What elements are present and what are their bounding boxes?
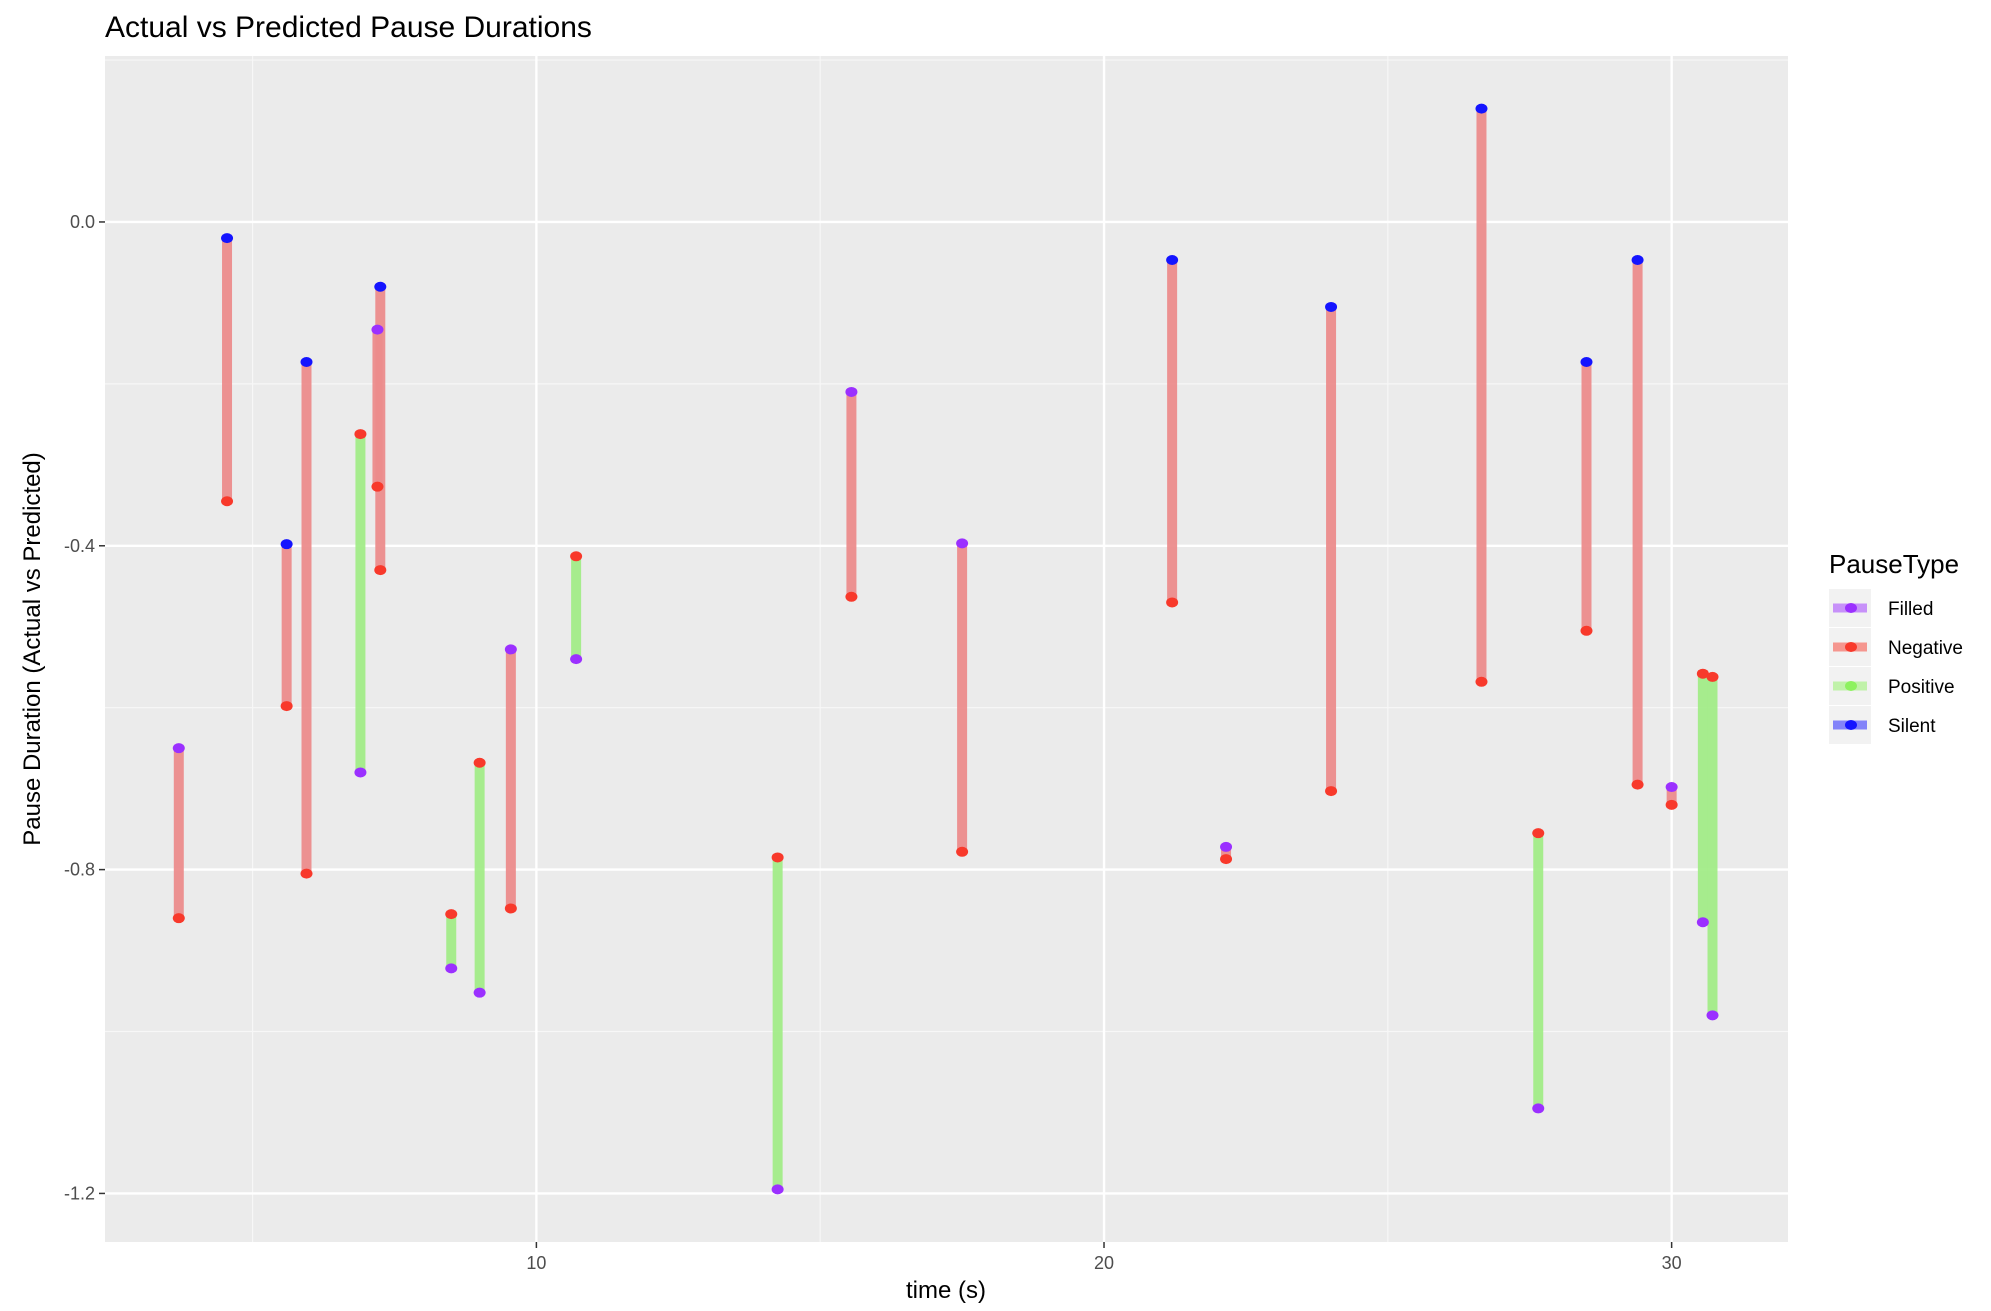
point-from-6 (371, 324, 384, 335)
point-from-16 (1325, 301, 1338, 312)
point-to-16 (1325, 786, 1338, 797)
point-to-14 (1166, 597, 1179, 608)
point-to-15 (1220, 854, 1233, 865)
y-axis-title: Pause Duration (Actual vs Predicted) (19, 452, 46, 846)
point-from-2 (280, 539, 293, 550)
legend-key-point-0 (1845, 603, 1857, 613)
point-from-20 (1631, 255, 1644, 266)
point-to-2 (280, 701, 293, 712)
point-to-21 (1665, 799, 1678, 810)
x-tick-label-2: 30 (1662, 1253, 1682, 1273)
point-to-19 (1580, 625, 1593, 636)
point-from-4 (354, 429, 367, 440)
point-to-5 (374, 565, 387, 576)
point-from-10 (570, 551, 583, 562)
y-axis-ticks: 0.0 -0.4 -0.8 -1.2 (64, 212, 105, 1203)
point-to-0 (172, 913, 185, 924)
legend-label-3: Silent (1888, 716, 1936, 737)
point-from-1 (221, 233, 234, 244)
point-to-11 (771, 1184, 784, 1195)
point-to-4 (354, 767, 367, 778)
legend-label-1: Negative (1888, 638, 1963, 659)
point-to-13 (956, 846, 969, 857)
y-tick-label-2: -0.8 (64, 860, 95, 880)
y-tick-label-3: -1.2 (64, 1183, 95, 1203)
point-from-19 (1580, 357, 1593, 368)
point-from-11 (771, 852, 784, 863)
point-from-21 (1665, 782, 1678, 793)
point-to-9 (504, 903, 517, 914)
point-to-18 (1532, 1103, 1545, 1114)
dumbbell-points (172, 103, 1719, 1195)
legend-key-point-1 (1845, 642, 1857, 652)
point-to-10 (570, 654, 583, 665)
point-to-1 (221, 496, 234, 507)
x-tick-label-0: 10 (526, 1253, 546, 1273)
point-from-3 (300, 357, 313, 368)
chart-title: Actual vs Predicted Pause Durations (105, 11, 592, 44)
x-axis-ticks: 10 20 30 (526, 1242, 1682, 1273)
plot-panel (105, 56, 1788, 1242)
point-to-17 (1475, 676, 1488, 687)
point-to-22 (1696, 917, 1709, 928)
legend: PauseType Filled Negative Positive Silent (1829, 549, 1963, 744)
point-from-13 (956, 538, 969, 549)
point-to-12 (845, 591, 858, 602)
point-to-23 (1706, 1010, 1719, 1021)
point-to-20 (1631, 779, 1644, 790)
x-axis-title: time (s) (906, 1277, 986, 1304)
point-from-18 (1532, 828, 1545, 839)
grid-major (105, 56, 1788, 1242)
legend-key-point-2 (1845, 681, 1857, 691)
legend-title: PauseType (1829, 549, 1959, 579)
point-to-3 (300, 868, 313, 879)
point-from-15 (1220, 841, 1233, 852)
legend-label-2: Positive (1888, 677, 1955, 698)
point-from-8 (473, 757, 486, 768)
point-from-9 (504, 644, 517, 655)
point-to-7 (445, 963, 458, 974)
legend-label-0: Filled (1888, 599, 1933, 620)
point-from-22 (1696, 668, 1709, 679)
x-tick-label-1: 20 (1094, 1253, 1114, 1273)
point-from-7 (445, 909, 458, 920)
point-from-17 (1475, 103, 1488, 114)
point-from-23 (1706, 671, 1719, 682)
point-to-8 (473, 987, 486, 998)
grid-minor (105, 56, 1788, 1242)
y-tick-label-0: 0.0 (70, 212, 95, 232)
point-from-12 (845, 386, 858, 397)
point-from-14 (1166, 255, 1179, 266)
dumbbell-segments (173, 108, 1718, 1190)
legend-key-point-3 (1845, 720, 1857, 730)
point-from-5 (374, 281, 387, 292)
point-from-0 (172, 743, 185, 754)
point-to-6 (371, 481, 384, 492)
y-tick-label-1: -0.4 (64, 536, 95, 556)
legend-items: Filled Negative Positive Silent (1829, 589, 1963, 744)
